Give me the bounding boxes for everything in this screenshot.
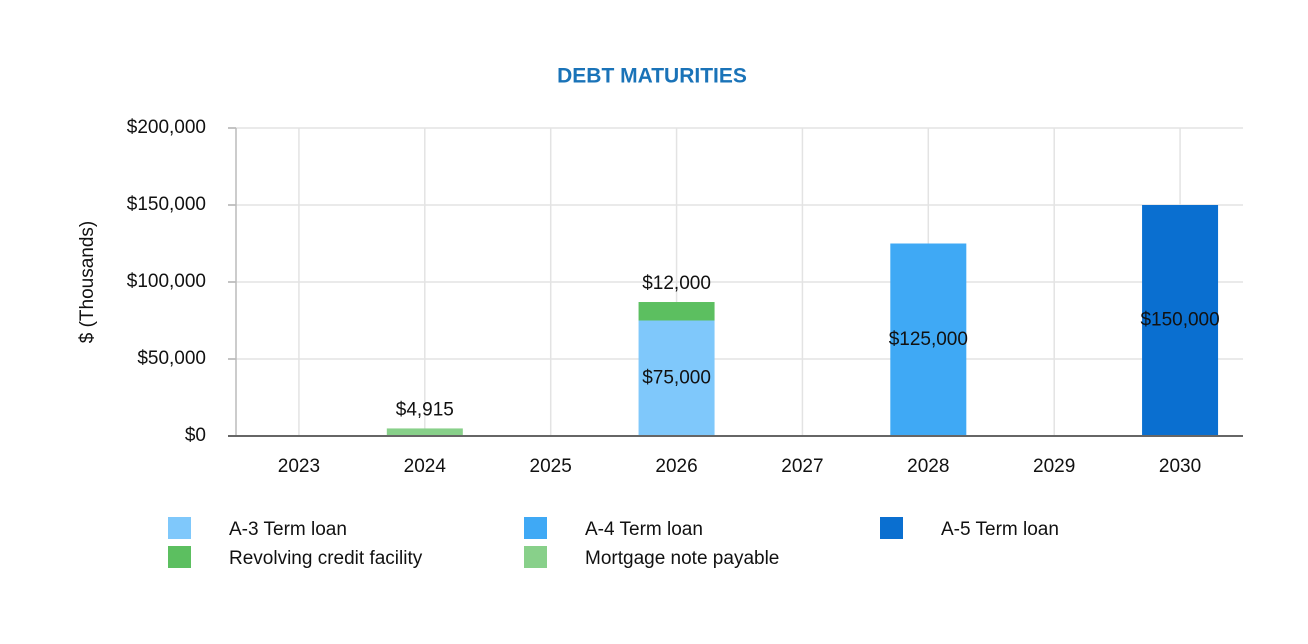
x-tick-label: 2024 [404,456,447,477]
y-tick-label: $50,000 [137,348,206,369]
data-label: $12,000 [642,273,711,294]
data-label: $75,000 [642,367,711,388]
legend-swatch [524,517,547,539]
legend-label: A-5 Term loan [941,519,1059,540]
legend-label: Mortgage note payable [585,548,779,569]
legend-label: Revolving credit facility [229,548,423,569]
x-tick-label: 2029 [1033,456,1075,477]
legend-swatch [880,517,903,539]
chart-title: DEBT MATURITIES [557,65,747,88]
y-tick-label: $150,000 [127,194,206,215]
legend-swatch [168,517,191,539]
data-label: $125,000 [889,329,968,350]
bar-segment [638,302,715,321]
x-tick-label: 2025 [530,456,572,477]
bar-segment [1142,205,1219,436]
bar-segment [386,428,463,436]
bar-segment [890,243,967,436]
y-tick-label: $0 [185,425,206,446]
bar-segment [638,320,715,436]
x-tick-label: 2027 [781,456,823,477]
x-tick-label: 2023 [278,456,320,477]
x-tick-label: 2028 [907,456,949,477]
y-tick-label: $200,000 [127,117,206,138]
legend-label: A-4 Term loan [585,519,703,540]
data-label: $150,000 [1140,310,1219,331]
data-label: $4,915 [396,399,454,420]
legend-swatch [168,546,191,568]
x-tick-label: 2030 [1159,456,1201,477]
legend-swatch [524,546,547,568]
y-axis-label: $ (Thousands) [77,221,98,344]
x-tick-label: 2026 [655,456,697,477]
y-tick-label: $100,000 [127,271,206,292]
legend-label: A-3 Term loan [229,519,347,540]
